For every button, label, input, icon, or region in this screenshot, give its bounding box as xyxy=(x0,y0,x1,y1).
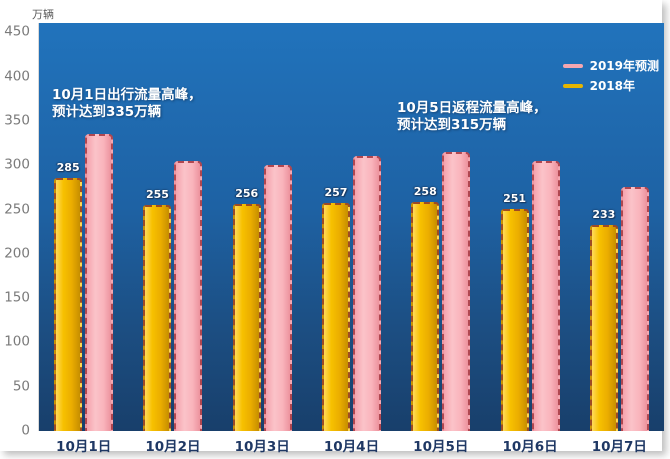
y-tick-label: 150 xyxy=(4,289,30,306)
bar-group-10月7日: 233 xyxy=(575,23,664,431)
bar-wrap xyxy=(174,161,203,431)
legend-label: 2018年 xyxy=(589,79,635,93)
bar-wrap: 256 xyxy=(232,187,261,431)
bar-wrap xyxy=(442,152,471,431)
bar-value-label: 251 xyxy=(503,192,527,205)
bar-2018-10月3日 xyxy=(232,204,261,431)
bar-group-10月4日: 257 xyxy=(307,23,396,431)
bar-2018-10月1日 xyxy=(54,178,83,431)
bar-wrap xyxy=(352,156,381,431)
bar-2018-10月7日 xyxy=(589,225,618,431)
bar-wrap: 257 xyxy=(321,186,350,431)
bar-2019-10月1日 xyxy=(85,134,114,431)
annotation-outbound-line2: 预计达到335万辆 xyxy=(52,104,162,120)
bar-value-label: 257 xyxy=(324,186,348,199)
bar-2019-10月4日 xyxy=(352,156,381,431)
bar-value-label: 258 xyxy=(413,185,437,198)
bar-wrap: 285 xyxy=(54,161,83,431)
annotation-return-line1: 10月5日返程流量高峰， xyxy=(397,100,547,116)
bar-value-label: 233 xyxy=(592,208,616,221)
x-axis-label-10月3日: 10月3日 xyxy=(234,439,290,455)
bar-2019-10月6日 xyxy=(531,161,560,431)
chart-window: 万辆 450 400 350 300 250 200 150 100 50 0 285 255 256… xyxy=(4,8,664,455)
x-axis-label-10月2日: 10月2日 xyxy=(145,439,201,455)
bar-value-label: 255 xyxy=(145,188,169,201)
annotation-outbound-line1: 10月1日出行流量高峰， xyxy=(52,87,202,103)
annotation-outbound-peak: 10月1日出行流量高峰， 预计达到335万辆 xyxy=(52,87,202,121)
bar-group-10月3日: 256 xyxy=(218,23,307,431)
bar-2018-10月4日 xyxy=(321,203,350,431)
x-axis-label-10月1日: 10月1日 xyxy=(56,439,112,455)
bar-2019-10月3日 xyxy=(263,165,292,431)
y-tick-label: 300 xyxy=(4,156,30,173)
y-axis-unit-label: 万辆 xyxy=(32,8,54,21)
bar-2018-10月5日 xyxy=(411,202,440,431)
bar-wrap xyxy=(263,165,292,431)
annotation-return-line2: 预计达到315万辆 xyxy=(397,117,507,133)
bar-series-container: 285 255 256 257 258 251 233 xyxy=(39,23,664,431)
bar-group-10月1日: 285 xyxy=(39,23,128,431)
bar-wrap xyxy=(85,134,114,431)
legend-label: 2019年预测 xyxy=(589,59,659,73)
y-tick-label: 200 xyxy=(4,245,30,262)
bar-wrap: 255 xyxy=(143,188,172,431)
bar-2019-10月5日 xyxy=(442,152,471,431)
y-tick-label: 50 xyxy=(12,377,30,394)
bar-2019-10月7日 xyxy=(620,187,649,431)
y-tick-label: 100 xyxy=(4,333,30,350)
x-axis-label-10月7日: 10月7日 xyxy=(591,439,647,455)
bar-value-label: 285 xyxy=(56,161,80,174)
bar-2018-10月6日 xyxy=(500,209,529,431)
plot-area: 285 255 256 257 258 251 233 10月1日出行流量高峰， 预计达到3… xyxy=(39,23,664,431)
y-tick-label: 250 xyxy=(4,200,30,217)
bar-wrap: 233 xyxy=(589,208,618,431)
x-axis-labels: 10月1日 10月2日 10月3日 10月4日 10月5日 10月6日 10月7日 xyxy=(39,435,664,455)
legend-row: 2019年预测 xyxy=(562,57,659,74)
x-axis-label-10月5日: 10月5日 xyxy=(413,439,469,455)
bar-wrap xyxy=(531,161,560,431)
x-axis-label-10月4日: 10月4日 xyxy=(323,439,380,455)
bar-wrap: 258 xyxy=(411,185,440,431)
bar-group-10月2日: 255 xyxy=(128,23,217,431)
bar-wrap: 251 xyxy=(500,192,529,431)
bar-wrap xyxy=(620,187,649,431)
y-tick-label: 400 xyxy=(4,67,30,84)
y-tick-label: 450 xyxy=(4,23,30,40)
x-axis-label-10月6日: 10月6日 xyxy=(502,439,558,455)
legend: 2019年预测 2018年 xyxy=(562,57,659,94)
bar-2019-10月2日 xyxy=(174,161,203,431)
bar-group-10月5日: 258 xyxy=(396,23,485,431)
y-axis-line xyxy=(38,23,39,431)
y-tick-label: 0 xyxy=(21,422,30,439)
legend-swatch-icon xyxy=(562,63,583,68)
bar-2018-10月2日 xyxy=(143,205,172,431)
y-tick-label: 350 xyxy=(4,112,30,129)
legend-row: 2018年 xyxy=(562,77,659,94)
legend-swatch-icon xyxy=(562,83,583,88)
annotation-return-peak: 10月5日返程流量高峰， 预计达到315万辆 xyxy=(397,100,547,134)
bar-group-10月6日: 251 xyxy=(485,23,574,431)
bar-value-label: 256 xyxy=(235,187,259,200)
